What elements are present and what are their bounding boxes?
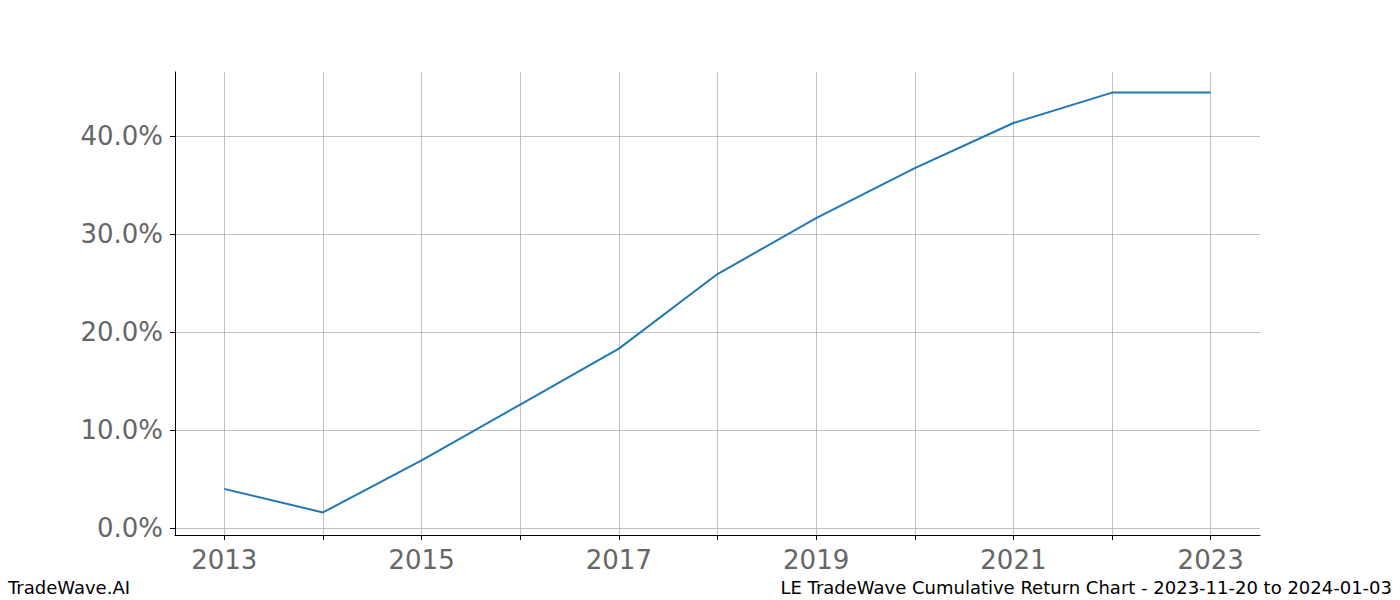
svg-text:2017: 2017 bbox=[586, 545, 652, 575]
svg-text:0.0%: 0.0% bbox=[97, 513, 163, 543]
svg-text:10.0%: 10.0% bbox=[80, 415, 163, 445]
svg-text:2019: 2019 bbox=[783, 545, 849, 575]
svg-text:2021: 2021 bbox=[980, 545, 1046, 575]
svg-text:2023: 2023 bbox=[1178, 545, 1244, 575]
svg-text:40.0%: 40.0% bbox=[80, 121, 163, 151]
svg-text:LE TradeWave Cumulative Return: LE TradeWave Cumulative Return Chart - 2… bbox=[780, 577, 1392, 598]
svg-text:20.0%: 20.0% bbox=[80, 317, 163, 347]
svg-text:2015: 2015 bbox=[389, 545, 455, 575]
svg-text:2013: 2013 bbox=[191, 545, 257, 575]
svg-text:30.0%: 30.0% bbox=[80, 219, 163, 249]
svg-text:TradeWave.AI: TradeWave.AI bbox=[7, 577, 130, 598]
